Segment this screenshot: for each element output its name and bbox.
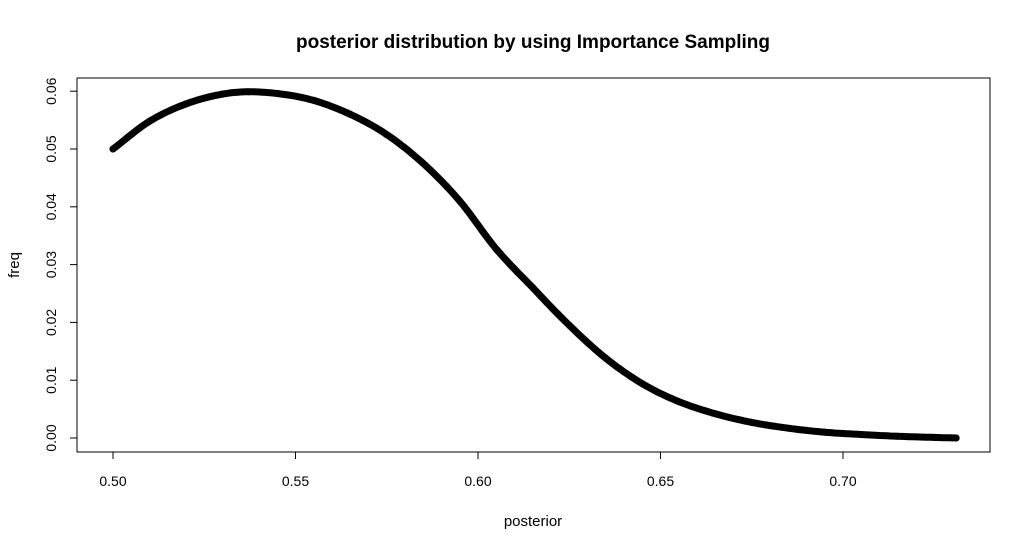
data-point — [748, 418, 756, 426]
data-point — [675, 398, 683, 406]
data-point — [930, 433, 938, 441]
series-layer — [109, 88, 960, 442]
x-tick-label: 0.55 — [282, 473, 309, 489]
chart-title: posterior distribution by using Importan… — [296, 32, 770, 53]
data-point — [346, 110, 354, 118]
x-axis: 0.50 0.55 0.60 0.65 0.70 — [99, 451, 857, 489]
y-tick-label: 0.00 — [43, 424, 59, 451]
data-point — [273, 90, 281, 97]
x-tick-label: 0.65 — [647, 473, 674, 489]
data-point — [310, 96, 318, 104]
data-point — [565, 321, 573, 329]
data-point — [383, 131, 391, 139]
y-tick-label: 0.05 — [43, 135, 59, 162]
data-point — [711, 410, 719, 418]
plot-frame — [76, 77, 991, 453]
data-point — [784, 424, 792, 432]
y-tick-label: 0.01 — [43, 366, 59, 393]
data-point — [602, 354, 610, 362]
y-tick-label: 0.03 — [43, 251, 59, 278]
y-axis: 0.00 0.01 0.02 0.03 0.04 0.05 0.06 — [43, 77, 78, 452]
data-point — [419, 159, 427, 167]
data-point — [244, 88, 252, 96]
data-point — [821, 428, 829, 436]
y-tick-label: 0.04 — [43, 193, 59, 220]
data-point — [857, 431, 865, 438]
data-point — [952, 434, 960, 442]
x-axis-label: posterior — [504, 513, 562, 530]
data-point — [146, 117, 153, 125]
data-point — [182, 100, 190, 108]
data-point — [456, 197, 464, 205]
x-tick-label: 0.50 — [99, 473, 126, 489]
data-point — [529, 284, 537, 292]
data-point — [492, 245, 500, 253]
data-point — [894, 432, 902, 440]
series-line — [109, 88, 960, 442]
y-tick-label: 0.02 — [43, 309, 59, 336]
x-tick-label: 0.70 — [829, 473, 856, 489]
y-tick-label: 0.06 — [43, 77, 59, 104]
y-axis-label: freq — [6, 252, 23, 278]
data-point — [219, 90, 226, 98]
x-tick-label: 0.60 — [464, 473, 491, 489]
data-point — [109, 145, 117, 153]
data-point — [638, 380, 646, 388]
